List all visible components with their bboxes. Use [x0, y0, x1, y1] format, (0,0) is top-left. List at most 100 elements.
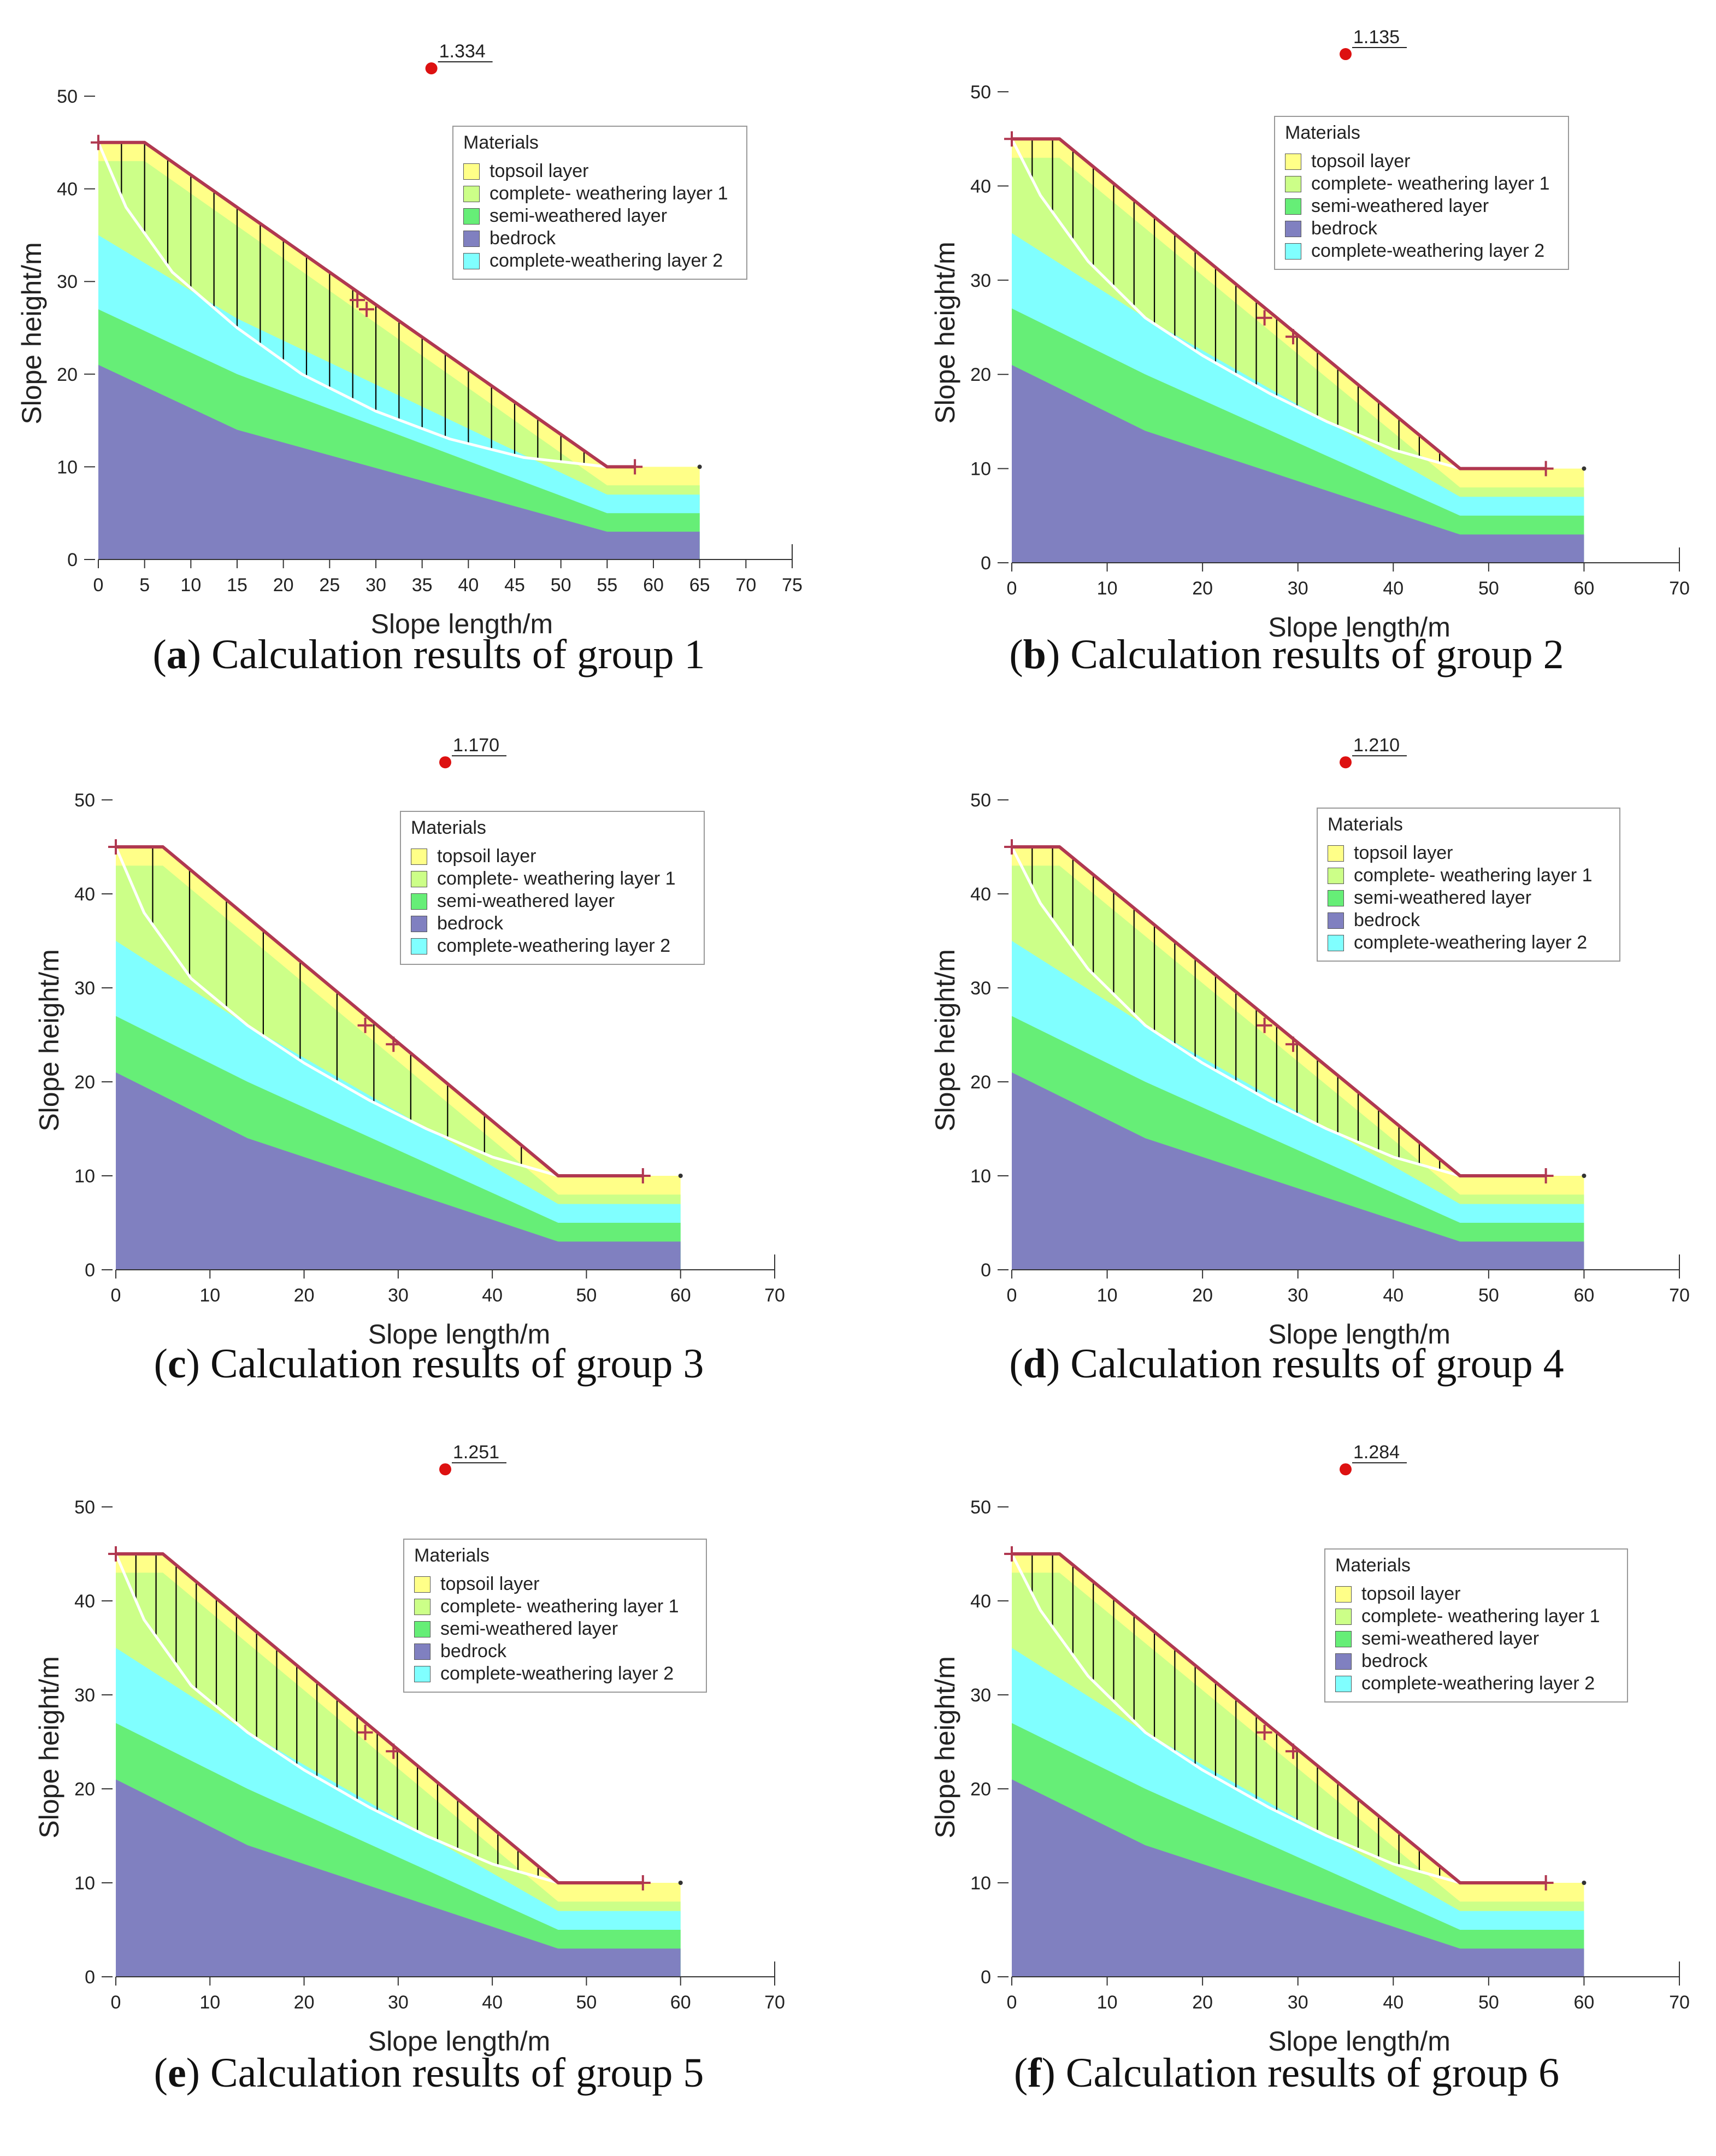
legend-label: complete-weathering layer 2 — [1361, 1673, 1595, 1694]
y-tick-label: 10 — [57, 457, 78, 478]
x-tick-label: 55 — [597, 575, 617, 596]
y-axis-title: Slope height/m — [930, 949, 960, 1132]
legend-label: bedrock — [440, 1641, 506, 1662]
model-endpoint — [697, 464, 702, 469]
y-tick-label: 0 — [981, 1260, 991, 1281]
legend-item: complete-weathering layer 2 — [1335, 1672, 1618, 1695]
legend: Materials topsoil layer complete- weatheri… — [1317, 808, 1620, 962]
grid-marker — [1285, 1036, 1301, 1052]
grid-marker — [350, 292, 365, 308]
x-tick-label: 40 — [1383, 1992, 1404, 2013]
grid-marker — [635, 1875, 651, 1890]
x-tick-label: 50 — [576, 1992, 597, 2013]
y-tick-label: 40 — [970, 1591, 991, 1612]
y-tick-label: 10 — [970, 1166, 991, 1187]
legend-item: topsoil layer — [1285, 150, 1559, 173]
x-tick-label: 30 — [388, 1992, 409, 2013]
grid-marker — [1538, 461, 1554, 476]
x-tick-label: 5 — [139, 575, 150, 596]
y-tick-label: 30 — [74, 1685, 95, 1706]
y-tick-label: 40 — [74, 1591, 95, 1612]
x-axis-title: Slope length/m — [371, 609, 553, 639]
legend-swatch — [1328, 867, 1344, 884]
legend-item: semi-weathered layer — [1285, 195, 1559, 217]
legend-title: Materials — [1335, 1555, 1411, 1576]
x-tick-label: 10 — [1097, 1285, 1118, 1306]
legend-swatch — [1328, 845, 1344, 862]
legend-swatch — [463, 230, 480, 247]
legend-item: complete-weathering layer 2 — [1285, 240, 1559, 262]
grid-marker — [386, 1036, 402, 1052]
x-tick-label: 60 — [1574, 578, 1595, 599]
legend: Materials topsoil layer complete- weatheri… — [1274, 116, 1569, 270]
legend-title: Materials — [1328, 814, 1403, 835]
x-tick-label: 30 — [388, 1285, 409, 1306]
x-tick-label: 40 — [482, 1992, 503, 2013]
y-tick-label: 0 — [85, 1967, 95, 1988]
x-tick-label: 0 — [1007, 1992, 1017, 2013]
x-axis-title: Slope length/m — [368, 1319, 551, 1350]
y-tick-label: 20 — [57, 364, 78, 385]
y-tick-label: 20 — [970, 1779, 991, 1800]
legend-label: complete- weathering layer 1 — [490, 183, 728, 204]
grid-marker — [1285, 1743, 1301, 1759]
legend: Materials topsoil layer complete- weatheri… — [452, 126, 747, 280]
y-tick-label: 50 — [970, 1497, 991, 1518]
x-tick-label: 50 — [576, 1285, 597, 1306]
slip-surface — [114, 1553, 559, 1884]
x-axis-title: Slope length/m — [368, 2026, 551, 2057]
legend-item: topsoil layer — [1335, 1583, 1618, 1605]
grid-marker — [1538, 1875, 1554, 1890]
layer-bedrock — [98, 364, 700, 559]
y-tick-label: 50 — [57, 86, 78, 107]
grid-marker — [386, 1743, 402, 1759]
y-axis-title: Slope height/m — [34, 949, 64, 1132]
grid-marker — [635, 1168, 651, 1183]
legend-item: complete- weathering layer 1 — [1335, 1605, 1618, 1628]
legend-swatch — [1285, 153, 1301, 170]
chart-svg: 0 10 20 30 40 50 60 70 0 10 20 30 40 50 Slope length/m… — [34, 735, 785, 1350]
grid-marker — [357, 1724, 373, 1740]
legend-label: topsoil layer — [1354, 843, 1453, 863]
x-tick-label: 0 — [111, 1992, 121, 2013]
model-endpoint — [1582, 466, 1587, 471]
y-axis-title: Slope height/m — [930, 1656, 960, 1839]
x-tick-label: 20 — [273, 575, 294, 596]
slip-surface — [1010, 846, 1461, 1177]
grid-marker — [1004, 1546, 1019, 1562]
chart-panel-f: 0 10 20 30 40 50 60 70 0 10 20 30 40 50 Slope length/m… — [858, 1418, 1715, 2128]
y-tick-label: 0 — [981, 1967, 991, 1988]
y-tick-label: 40 — [970, 176, 991, 197]
safety-factor-point — [439, 756, 451, 769]
x-tick-label: 0 — [1007, 578, 1017, 599]
grid-marker — [359, 302, 375, 317]
y-tick-label: 20 — [970, 1072, 991, 1093]
legend-swatch — [463, 208, 480, 225]
legend-label: bedrock — [1354, 910, 1420, 930]
legend-item: topsoil layer — [411, 845, 695, 868]
chart-svg: 0 10 20 30 40 50 60 70 0 10 20 30 40 50 Slope length/m… — [930, 27, 1690, 643]
legend-swatch — [411, 848, 427, 865]
x-tick-label: 70 — [764, 1992, 785, 2013]
legend-item: bedrock — [1285, 217, 1559, 240]
y-tick-label: 40 — [970, 884, 991, 905]
legend-label: semi-weathered layer — [437, 891, 615, 911]
grid-marker — [108, 839, 123, 855]
legend-label: topsoil layer — [490, 161, 589, 181]
x-tick-label: 20 — [1192, 1285, 1213, 1306]
y-tick-label: 10 — [970, 1873, 991, 1894]
panel-letter: f — [1028, 2050, 1042, 2096]
x-axis-title: Slope length/m — [1268, 612, 1450, 643]
chart-svg: 0 5 10 15 20 25 30 35 40 45 50 55 60 65 70 75 0 10 20 30 40 5… — [16, 41, 803, 639]
legend-swatch — [411, 915, 427, 932]
x-tick-label: 25 — [319, 575, 340, 596]
slope-surface-line — [1012, 1552, 1546, 1884]
slip-surface — [1010, 1553, 1461, 1884]
panel-caption-text: ) Calculation results of group 2 — [1046, 632, 1564, 678]
legend-label: topsoil layer — [437, 846, 536, 867]
legend-swatch — [1335, 1653, 1352, 1670]
y-axis-title: Slope height/m — [16, 242, 47, 425]
panel-letter: b — [1023, 632, 1046, 678]
model-endpoint — [1582, 1881, 1587, 1885]
legend-swatch — [1285, 198, 1301, 215]
